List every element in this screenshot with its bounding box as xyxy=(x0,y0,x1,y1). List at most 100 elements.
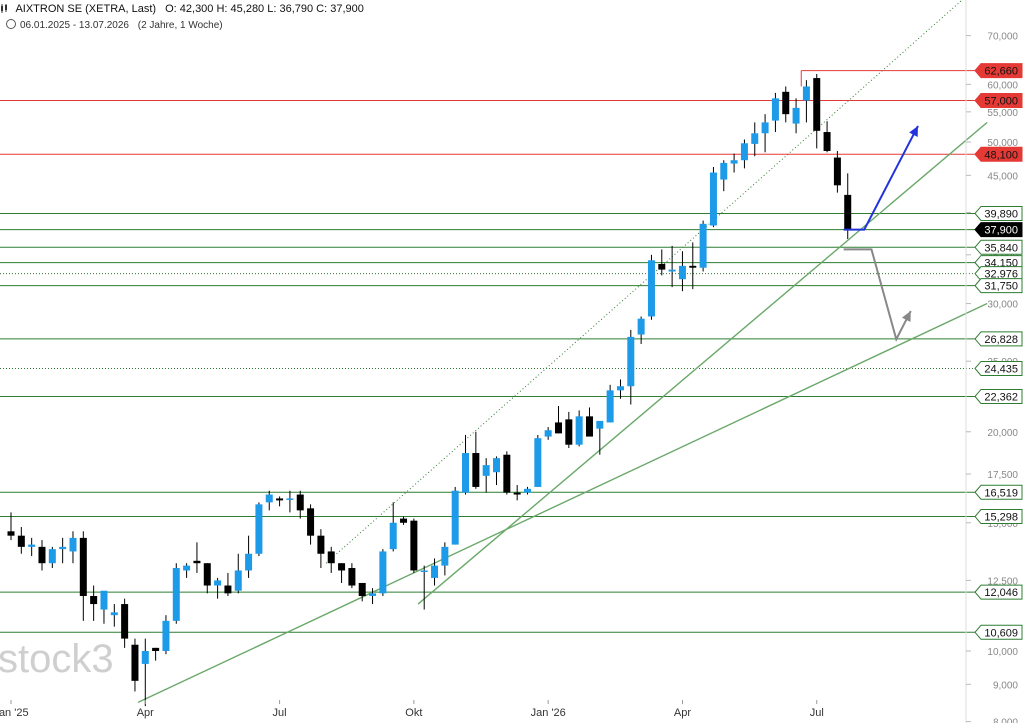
candle xyxy=(782,86,790,123)
x-tick-label: Jan '26 xyxy=(531,707,566,719)
candle-body-up xyxy=(255,504,263,554)
badge-label: 35,840 xyxy=(984,242,1018,254)
badge-shape xyxy=(974,484,1023,500)
candle xyxy=(90,585,98,621)
candle xyxy=(441,542,449,576)
candle-body-down xyxy=(17,535,25,547)
candle-body-down xyxy=(472,453,480,487)
candle xyxy=(141,638,149,707)
candle-body-up xyxy=(802,86,810,101)
candle-body-up xyxy=(389,522,397,550)
candle-body-up xyxy=(637,318,645,335)
candle-body-up xyxy=(771,98,779,121)
candle-body-down xyxy=(844,194,852,230)
candle-body-down xyxy=(152,647,160,651)
chart-header: AIXTRON SE (XETRA, Last) O: 42,300 H: 45… xyxy=(0,3,364,15)
badge-label: 10,609 xyxy=(984,627,1018,639)
price-badge-15-298: 15,298 xyxy=(974,509,1023,525)
chart-subheader: 06.01.2025 - 13.07.2026 (2 Jahre, 1 Woch… xyxy=(6,19,223,31)
candle xyxy=(152,647,160,661)
badge-label: 15,298 xyxy=(984,512,1018,524)
price-badge-22-362: 22,362 xyxy=(974,388,1023,404)
candle xyxy=(389,502,397,552)
y-tick-label: 50,000 xyxy=(987,138,1018,149)
arrow-path xyxy=(843,125,919,231)
instrument-title: AIXTRON SE (XETRA, Last) xyxy=(15,3,157,15)
candle-body-down xyxy=(131,644,139,681)
badge-shape xyxy=(974,388,1023,404)
candle-body-up xyxy=(668,269,676,272)
badge-label: 48,100 xyxy=(984,149,1018,161)
price-badge-16-519: 16,519 xyxy=(974,484,1023,500)
candle-body-down xyxy=(358,582,366,596)
candle xyxy=(369,588,377,605)
candle xyxy=(100,590,108,624)
x-tick-label: Jul xyxy=(810,707,824,719)
candle-body-down xyxy=(79,537,87,596)
candle xyxy=(172,563,180,624)
y-tick-label: 10,000 xyxy=(987,647,1018,658)
candlestick-icon xyxy=(0,4,9,13)
candle-body-up xyxy=(482,465,490,476)
candle xyxy=(224,572,232,596)
candle xyxy=(69,531,77,564)
candle-body-up xyxy=(544,430,552,437)
candle xyxy=(658,249,666,276)
badge-label: 31,750 xyxy=(984,281,1018,293)
badge-shape xyxy=(974,146,1023,162)
candle-body-up xyxy=(172,568,180,621)
candle xyxy=(79,531,87,621)
candle-body-up xyxy=(110,612,118,616)
candle-body-down xyxy=(121,604,129,639)
candle xyxy=(689,242,697,290)
badge-shape xyxy=(974,360,1023,376)
candle xyxy=(183,563,191,578)
candle-body-up xyxy=(575,416,583,445)
candle xyxy=(245,535,253,578)
candle-body-down xyxy=(400,518,408,523)
candle-body-up xyxy=(462,453,470,493)
candle-body-up xyxy=(699,223,707,268)
candle xyxy=(255,502,263,557)
y-tick-label: 17,500 xyxy=(987,470,1018,481)
candle xyxy=(534,434,542,487)
candle xyxy=(203,563,211,594)
price-badge-62-660: 62,660 xyxy=(974,63,1023,79)
candle xyxy=(276,496,284,507)
candle-body-up xyxy=(162,620,170,651)
candle-body-up xyxy=(59,546,67,550)
arrow-head xyxy=(901,311,911,323)
candle-body-down xyxy=(7,531,15,536)
price-badge-37-900: 37,900 xyxy=(974,222,1023,238)
candle-body-down xyxy=(410,520,418,571)
candle xyxy=(761,114,769,153)
candle-body-up xyxy=(379,551,387,594)
y-tick-label: 60,000 xyxy=(987,80,1018,91)
arrow-path xyxy=(843,248,912,342)
candle-body-up xyxy=(431,565,439,578)
price-badge-24-435: 24,435 xyxy=(974,360,1023,376)
candle xyxy=(813,73,821,149)
candle-body-up xyxy=(740,143,748,161)
y-tick-label: 12,500 xyxy=(987,576,1018,587)
candle-body-up xyxy=(48,549,56,564)
price-badge-10-609: 10,609 xyxy=(974,624,1023,640)
badge-label: 24,435 xyxy=(984,363,1018,375)
candle-body-up xyxy=(369,593,377,596)
badge-shape xyxy=(974,331,1023,347)
candle-body-down xyxy=(585,416,593,437)
candle-body-up xyxy=(441,546,449,566)
badge-label: 37,900 xyxy=(984,225,1018,237)
candle xyxy=(193,542,201,573)
candle xyxy=(823,121,831,153)
candle-body-up xyxy=(596,420,604,429)
candle-body-down xyxy=(327,551,335,564)
bullish-scenario-arrow xyxy=(843,125,919,231)
price-badge-26-828: 26,828 xyxy=(974,331,1023,347)
candle xyxy=(524,486,531,495)
candle-body-down xyxy=(554,422,562,434)
ohlc-readout: O: 42,300 H: 45,280 L: 36,790 C: 37,900 xyxy=(165,3,364,15)
candle xyxy=(317,529,325,569)
candle xyxy=(17,527,25,554)
